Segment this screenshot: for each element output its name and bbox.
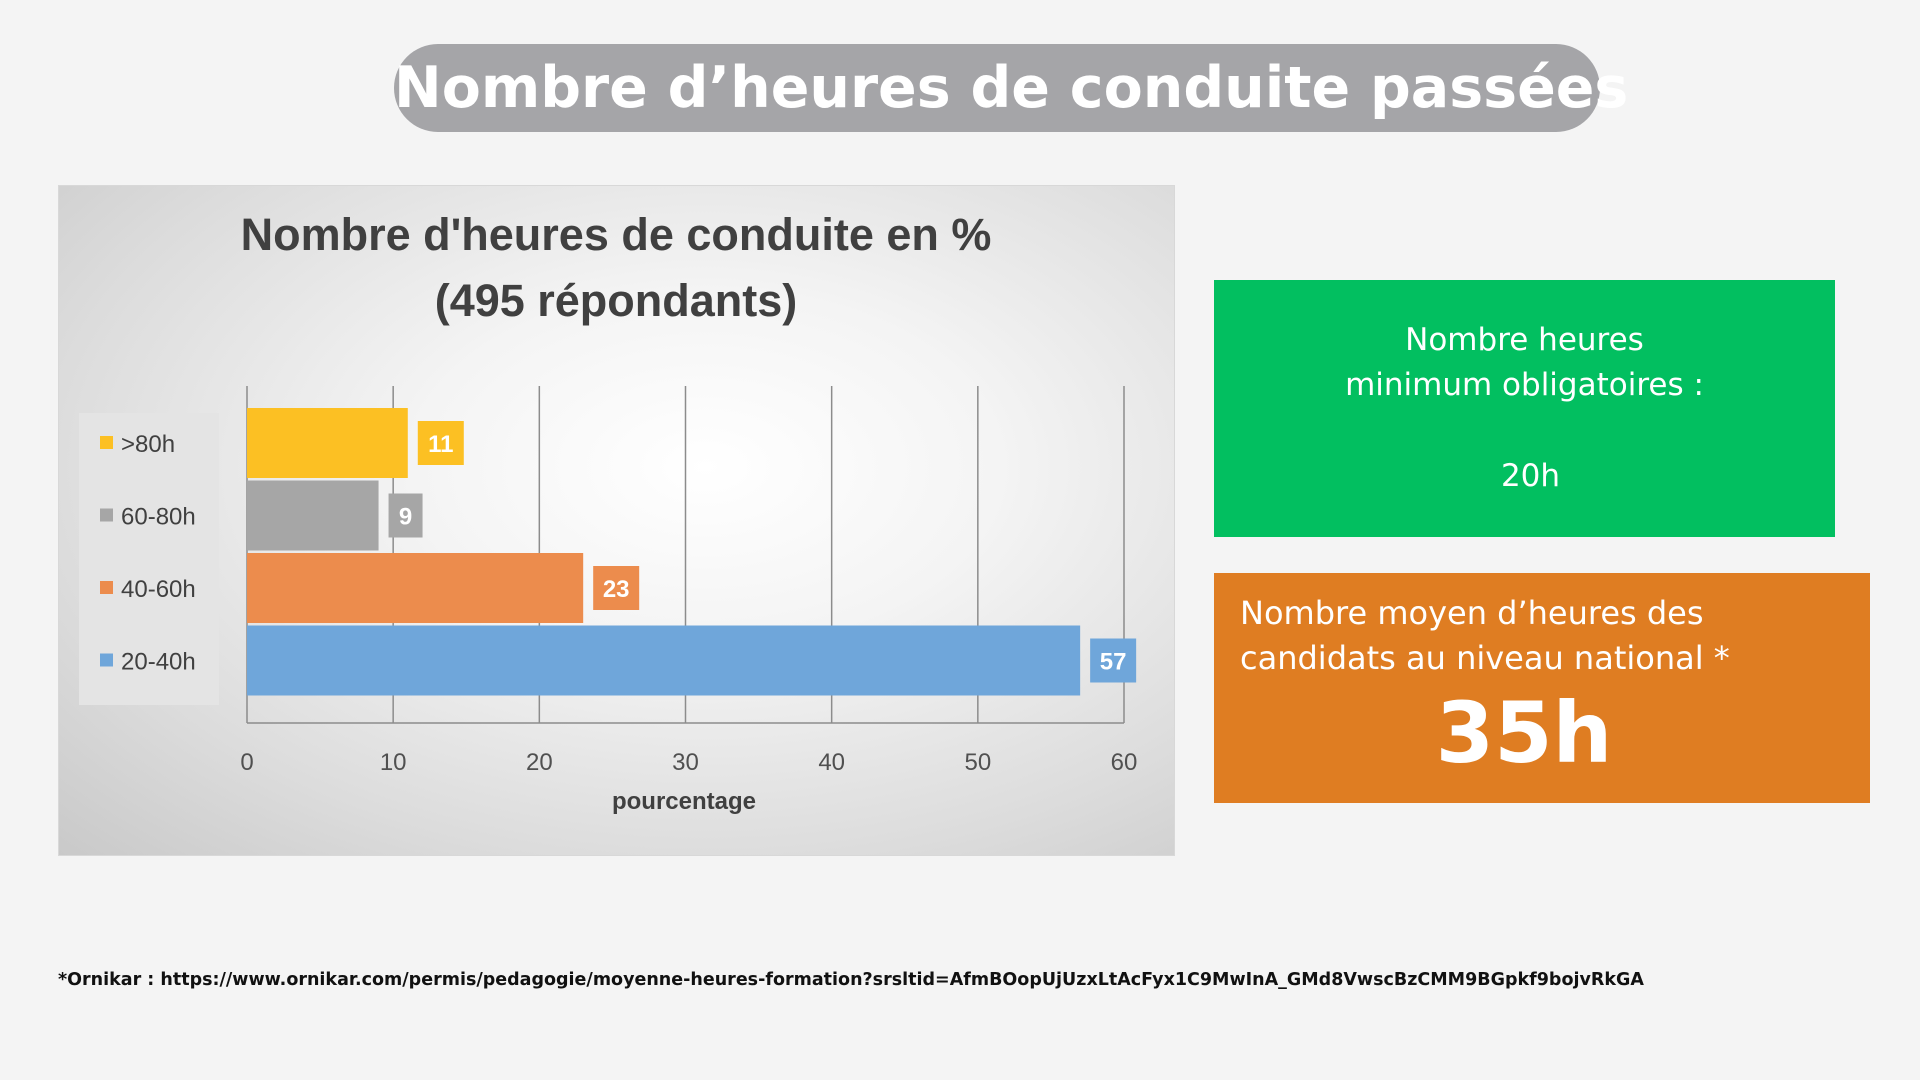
legend-swatch [100,508,113,522]
x-axis-label: pourcentage [612,788,756,815]
legend: >80h 60-80h 40-60h 20-40h [100,431,196,676]
bar [247,408,408,478]
minimum-hours-line2: minimum obligatoires : [1345,367,1704,403]
minimum-hours-value: 20h [1500,458,1561,494]
bar [247,553,584,623]
legend-label: 60-80h [121,504,196,531]
x-tick-label: 30 [672,749,699,776]
legend-label: 40-60h [121,576,196,603]
x-tick-label: 10 [380,749,407,776]
minimum-hours-box: Nombre heures minimum obligatoires : 20h [1214,280,1835,537]
x-axis-ticks: 0 10 20 30 40 50 60 [240,749,1137,776]
average-hours-line1: Nombre moyen d’heures des [1240,594,1704,632]
legend-swatch [100,436,113,449]
x-tick-label: 20 [526,749,553,776]
legend-swatch [100,653,113,667]
legend-label: 20-40h [121,649,196,676]
legend-label: >80h [121,431,175,458]
data-label-box [388,493,423,538]
chart-svg: Nombre d'heures de conduite en % (495 ré… [79,209,1137,815]
data-label: 57 [1100,649,1127,676]
x-tick-label: 50 [964,749,991,776]
chart-subtitle: (495 répondants) [435,275,798,326]
source-footnote[interactable]: *Ornikar : https://www.ornikar.com/permi… [58,970,1644,990]
bar-chart: Nombre d'heures de conduite en % (495 ré… [58,185,1175,856]
data-label: 11 [428,431,453,458]
average-hours-value: 35h [1435,684,1613,782]
bars: 11 9 23 57 [247,408,1137,696]
average-hours-box: Nombre moyen d’heures des candidats au n… [1214,573,1870,803]
legend-swatch [100,581,113,594]
bar [247,480,379,551]
data-label: 23 [603,576,630,603]
data-label-box [1090,638,1137,683]
data-label-box [417,421,464,465]
average-hours-line2: candidats au niveau national * [1240,639,1730,677]
data-label: 9 [399,504,412,531]
page-title: Nombre d’heures de conduite passées [394,44,1628,132]
x-tick-label: 40 [818,749,845,776]
x-tick-label: 60 [1111,749,1138,776]
chart-title: Nombre d'heures de conduite en % [241,209,992,260]
x-tick-label: 0 [240,749,253,776]
data-label-box [593,566,640,610]
minimum-hours-line1: Nombre heures [1405,322,1644,358]
bar [247,625,1081,696]
